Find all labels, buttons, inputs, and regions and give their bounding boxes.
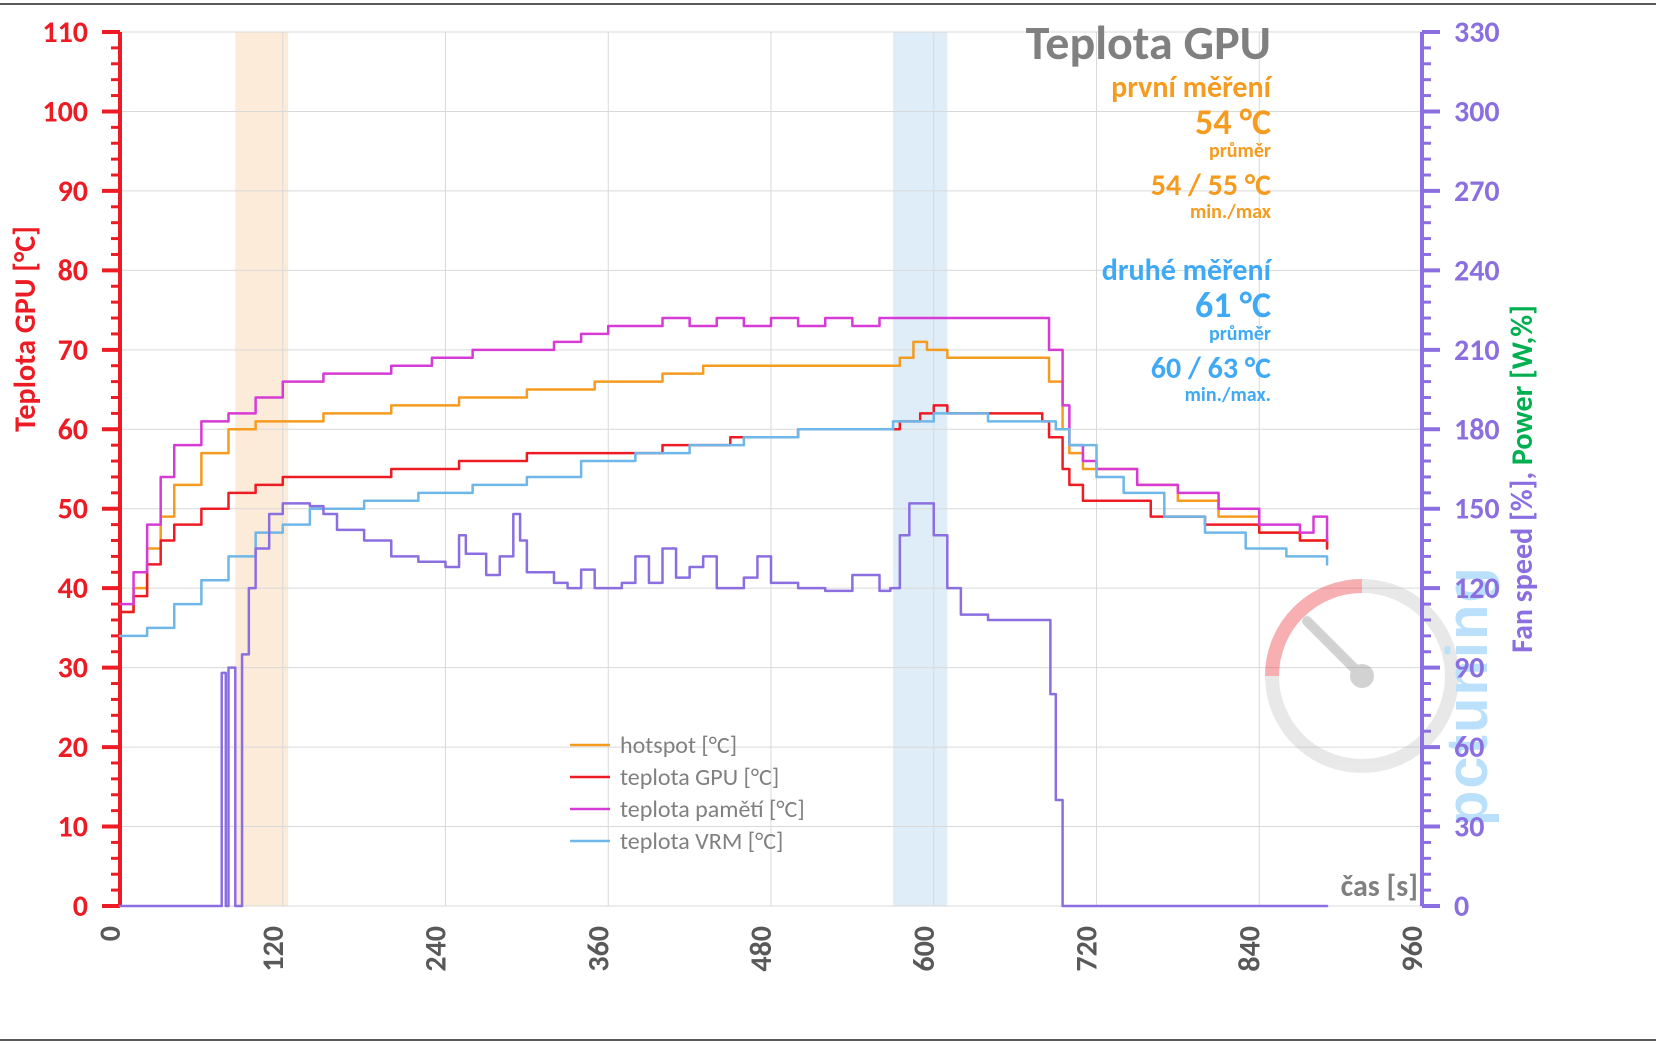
y-right-tick: 240 (1454, 252, 1500, 289)
highlight-band (893, 32, 947, 906)
m2-avg: 61 °C (1102, 287, 1271, 325)
y-left-tick: 90 (58, 173, 88, 210)
y-left-tick: 60 (58, 411, 88, 448)
m1-minmax: 54 / 55 °C (1111, 170, 1271, 202)
y-right-tick: 90 (1454, 650, 1484, 687)
m2-minmax-l: min./max. (1102, 385, 1271, 406)
chart-title: Teplota GPU (1026, 18, 1271, 68)
x-tick: 120 (255, 926, 292, 972)
y-right-tick: 30 (1454, 809, 1484, 846)
legend-item: hotspot [°C] (620, 731, 737, 760)
x-tick: 360 (580, 926, 617, 972)
y-left-tick: 10 (58, 809, 88, 846)
y-right-tick: 120 (1454, 570, 1500, 607)
y-left-tick: 40 (58, 570, 88, 607)
y-right-axis-label: Fan speed [%], Power [W,%] (1504, 305, 1541, 653)
x-axis-label: čas [s] (1341, 868, 1418, 905)
y-left-tick: 110 (42, 14, 88, 51)
y-right-tick: 0 (1454, 888, 1469, 925)
x-tick: 600 (906, 926, 943, 972)
y-left-axis-label: Teplota GPU [°C] (7, 226, 44, 432)
y-right-tick: 330 (1454, 14, 1500, 51)
y-left-tick: 70 (58, 332, 88, 369)
y-left-tick: 30 (58, 650, 88, 687)
y-left-tick: 50 (58, 491, 88, 528)
m2-label: druhé měření (1102, 255, 1271, 287)
gpu-temp-chart: pctuning01020304050607080901001100306090… (0, 0, 1656, 1043)
y-left-tick: 100 (42, 93, 88, 130)
y-right-tick: 60 (1454, 729, 1484, 766)
x-tick: 960 (1394, 926, 1431, 972)
x-tick: 480 (743, 926, 780, 972)
y-left-tick: 0 (73, 888, 88, 925)
y-right-tick: 300 (1454, 93, 1500, 130)
m2-minmax: 60 / 63 °C (1102, 353, 1271, 385)
m1-minmax-l: min./max (1111, 202, 1271, 223)
y-right-tick: 210 (1454, 332, 1500, 369)
y-right-tick: 180 (1454, 411, 1500, 448)
x-tick: 720 (1069, 926, 1106, 972)
measurement-1-block: první měření 54 °C průměr 54 / 55 °C min… (1111, 72, 1271, 223)
legend-item: teplota GPU [°C] (620, 763, 779, 792)
chart-canvas: pctuning01020304050607080901001100306090… (0, 0, 1656, 1043)
x-tick: 0 (92, 926, 129, 941)
y-left-tick: 80 (58, 252, 88, 289)
y-right-tick: 270 (1454, 173, 1500, 210)
series-teplota VRM (120, 413, 1327, 635)
legend-item: teplota VRM [°C] (620, 827, 783, 856)
y-right-tick: 150 (1454, 491, 1500, 528)
x-tick: 240 (418, 926, 455, 972)
legend: hotspot [°C] teplota GPU [°C] teplota pamě… (570, 731, 805, 856)
m1-avg: 54 °C (1111, 104, 1271, 142)
measurement-2-block: druhé měření 61 °C průměr 60 / 63 °C min… (1102, 255, 1271, 406)
x-tick: 840 (1231, 926, 1268, 972)
legend-item: teplota pamětí [°C] (620, 795, 805, 824)
m2-avg-l: průměr (1102, 324, 1271, 345)
y-left-tick: 20 (58, 729, 88, 766)
m1-avg-l: průměr (1111, 141, 1271, 162)
m1-label: první měření (1111, 72, 1271, 104)
